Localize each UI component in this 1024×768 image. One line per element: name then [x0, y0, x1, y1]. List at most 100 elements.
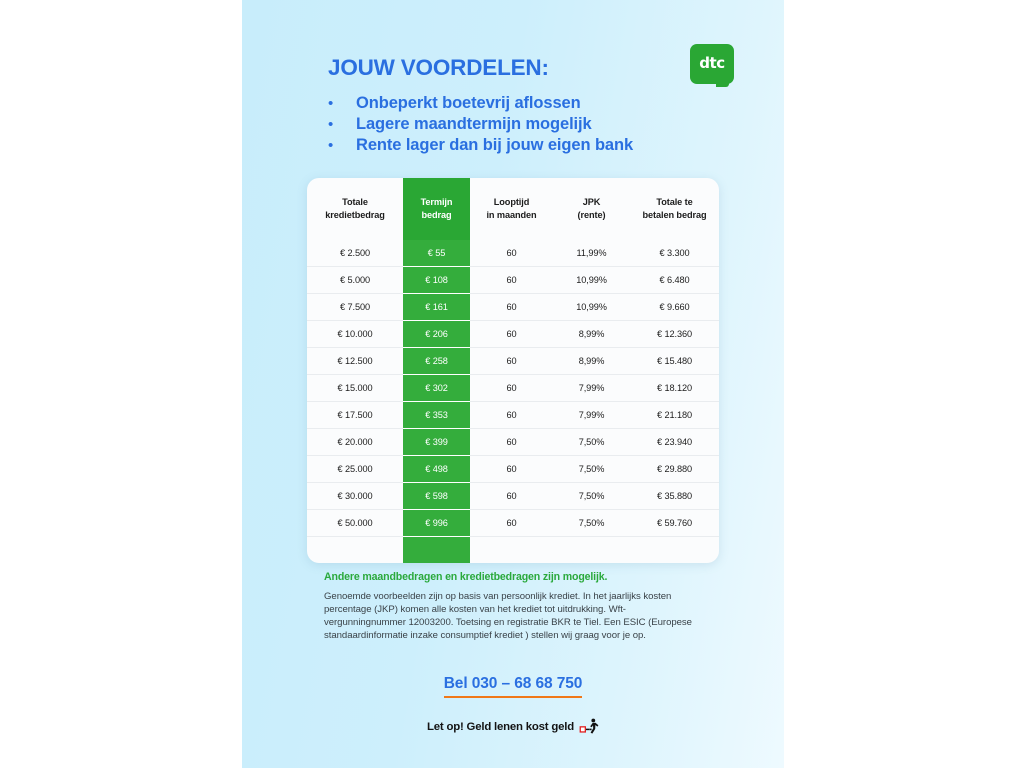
logo-bubble-tail [716, 74, 729, 87]
cell-monthly-amount: € 161 [403, 293, 470, 321]
cell-monthly-amount: € 996 [403, 509, 470, 537]
table-row: € 7.500 € 161 60 10,99% € 9.660 [307, 293, 719, 321]
table-row: € 5.000 € 108 60 10,99% € 6.480 [307, 266, 719, 294]
cell-duration: 60 [470, 482, 553, 510]
cell-total-payable: € 15.480 [630, 347, 719, 375]
column-header-line1: Looptijd [493, 196, 530, 207]
dtc-logo[interactable]: dtc [690, 44, 734, 88]
highlight-column-tail [403, 536, 470, 563]
column-header-monthly-amount: Termijn bedrag [403, 178, 470, 240]
note-body-text: Genoemde voorbeelden zijn op basis van p… [324, 591, 692, 641]
cell-jkp: 7,50% [553, 482, 630, 510]
bullet-dot-icon: • [328, 95, 334, 112]
cell-total-credit: € 25.000 [307, 455, 403, 483]
list-item-label: Lagere maandtermijn mogelijk [356, 115, 592, 133]
spacer-cell [630, 536, 719, 563]
table-row: € 50.000 € 996 60 7,50% € 59.760 [307, 509, 719, 537]
cell-total-payable: € 9.660 [630, 293, 719, 321]
cell-total-payable: € 12.360 [630, 320, 719, 348]
cell-total-payable: € 21.180 [630, 401, 719, 429]
phone-cta: Bel 030 – 68 68 750 [242, 675, 784, 698]
column-header-line2: in maanden [486, 210, 537, 220]
cell-monthly-amount: € 399 [403, 428, 470, 456]
benefits-list: • Onbeperkt boetevrij aflossen • Lagere … [328, 93, 748, 156]
column-header-total-payable: Totale te betalen bedrag [630, 178, 719, 240]
cell-duration: 60 [470, 266, 553, 294]
cell-jkp: 11,99% [576, 248, 607, 258]
highlight-column-footer-spacer [307, 536, 719, 563]
cell-total-credit: € 20.000 [307, 428, 403, 456]
bullet-dot-icon: • [328, 116, 334, 133]
column-header-line2: betalen bedrag [642, 210, 707, 220]
spacer-cell [307, 536, 403, 563]
cell-total-credit: € 30.000 [307, 482, 403, 510]
cell-monthly-amount: € 302 [403, 374, 470, 402]
cell-jkp: 8,99% [553, 347, 630, 375]
cell-jkp: 10,99% [553, 293, 630, 321]
column-header-duration: Looptijd in maanden [470, 178, 553, 240]
table-row: € 30.000 € 598 60 7,50% € 35.880 [307, 482, 719, 510]
cell-total-credit: € 10.000 [307, 320, 403, 348]
credit-warning: Let op! Geld lenen kost geld [242, 718, 784, 735]
table-row: € 15.000 € 302 60 7,99% € 18.120 [307, 374, 719, 402]
cell-jkp: 10,99% [553, 266, 630, 294]
cell-jkp: 7,50% [553, 428, 630, 456]
table-row: € 17.500 € 353 60 7,99% € 21.180 [307, 401, 719, 429]
page-title: JOUW VOORDELEN: [328, 55, 549, 80]
cell-total-payable: € 3.300 [659, 248, 690, 258]
column-header-jkp: JPK (rente) [553, 178, 630, 240]
table-body: € 2.500 € 55 60 11,99% € 3.300 € 5.000 €… [307, 240, 719, 563]
note-heading: Andere maandbedragen en kredietbedragen … [324, 571, 608, 583]
cell-total-payable: € 6.480 [630, 266, 719, 294]
table-row: € 20.000 € 399 60 7,50% € 23.940 [307, 428, 719, 456]
column-header-line1: Totale te [656, 196, 693, 207]
cell-total-credit: € 2.500 [340, 248, 370, 258]
cell-total-credit: € 50.000 [307, 509, 403, 537]
cell-total-payable: € 23.940 [630, 428, 719, 456]
running-man-warning-icon [579, 718, 599, 734]
list-item-label: Onbeperkt boetevrij aflossen [356, 94, 581, 112]
column-header-line2: bedrag [421, 210, 452, 220]
cell-duration: 60 [470, 293, 553, 321]
table-row: € 10.000 € 206 60 8,99% € 12.360 [307, 320, 719, 348]
cell-duration: 60 [506, 248, 517, 258]
cell-total-payable: € 59.760 [630, 509, 719, 537]
cell-total-credit: € 7.500 [307, 293, 403, 321]
list-item-label: Rente lager dan bij jouw eigen bank [356, 136, 634, 154]
cell-monthly-amount: € 258 [403, 347, 470, 375]
cell-duration: 60 [470, 401, 553, 429]
cell-jkp: 8,99% [553, 320, 630, 348]
cell-total-payable: € 18.120 [630, 374, 719, 402]
cell-total-credit: € 17.500 [307, 401, 403, 429]
table-header: Totale kredietbedrag Termijn bedrag Loop… [307, 178, 719, 240]
cell-jkp: 7,99% [553, 374, 630, 402]
cell-total-payable: € 35.880 [630, 482, 719, 510]
rates-table-card: Totale kredietbedrag Termijn bedrag Loop… [307, 178, 719, 563]
table-row: € 25.000 € 498 60 7,50% € 29.880 [307, 455, 719, 483]
cell-duration: 60 [470, 509, 553, 537]
spacer-cell [470, 536, 553, 563]
poster-panel: dtc JOUW VOORDELEN: • Onbeperkt boetevri… [242, 0, 784, 768]
cell-monthly-amount: € 498 [403, 455, 470, 483]
cell-total-credit: € 15.000 [307, 374, 403, 402]
table-header-row: Totale kredietbedrag Termijn bedrag Loop… [307, 178, 719, 240]
cell-jkp: 7,50% [553, 455, 630, 483]
phone-number-link[interactable]: Bel 030 – 68 68 750 [443, 675, 582, 698]
cell-total-credit: € 5.000 [307, 266, 403, 294]
logo-wordmark: dtc [699, 54, 725, 72]
spacer-cell [553, 536, 630, 563]
column-header-line2: (rente) [577, 210, 606, 220]
column-header-line2: kredietbedrag [325, 210, 385, 220]
cell-duration: 60 [470, 347, 553, 375]
cell-monthly-amount: € 55 [403, 240, 470, 267]
cell-monthly-amount: € 108 [403, 266, 470, 294]
cell-duration: 60 [470, 320, 553, 348]
list-item: • Onbeperkt boetevrij aflossen [328, 93, 748, 114]
table-row: € 12.500 € 258 60 8,99% € 15.480 [307, 347, 719, 375]
table-row: € 2.500 € 55 60 11,99% € 3.300 [307, 240, 719, 267]
cell-total-payable: € 29.880 [630, 455, 719, 483]
list-item: • Rente lager dan bij jouw eigen bank [328, 135, 748, 156]
column-header-line1: Totale [342, 196, 368, 207]
column-header-line1: Termijn [420, 196, 453, 207]
